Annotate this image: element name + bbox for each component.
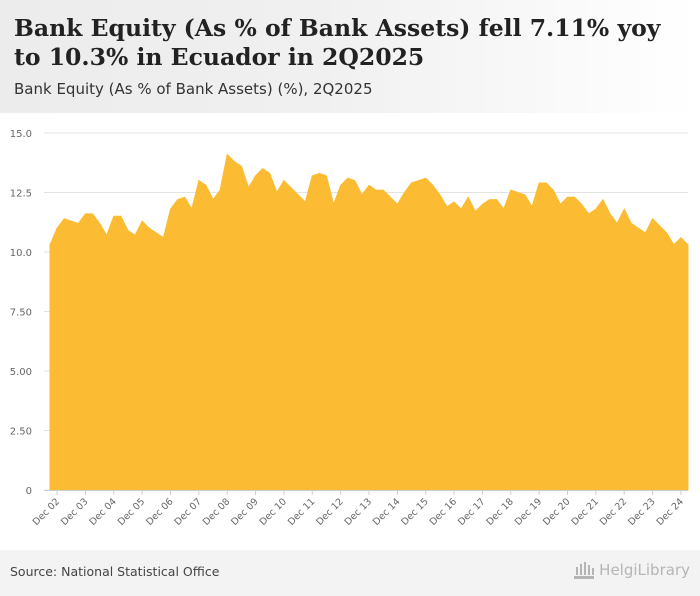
y-tick-label: 2.50 [10,427,32,438]
x-tick-label: Dec 22 [598,496,629,527]
logo-text: HelgiLibrary [599,561,690,579]
plot-area: 0 2.50 5.00 7.50 10.0 12.5 15.0 Dec 02 Dec 03 Dec… [0,113,700,550]
y-tick-label: 5.00 [10,367,32,378]
library-building-icon [574,562,595,579]
x-tick-label: Dec 24 [655,496,686,527]
x-tick-label: Dec 13 [343,496,374,527]
x-tick-label: Dec 15 [399,496,430,527]
x-tick-label: Dec 19 [513,496,544,527]
x-tick-label: Dec 10 [258,496,289,527]
y-tick-label: 10.0 [10,248,32,259]
x-tick-label: Dec 07 [173,496,204,527]
y-tick-label: 7.50 [10,308,32,319]
x-tick-label: Dec 20 [541,496,572,527]
x-tick-label: Dec 21 [569,496,600,527]
x-tick-label: Dec 05 [116,496,147,527]
x-tick-label: Dec 18 [484,496,515,527]
y-tick-label: 15.0 [10,129,32,140]
x-tick-label: Dec 16 [428,496,459,527]
x-tick-label: Dec 23 [626,496,657,527]
y-tick-label: 0 [26,486,32,497]
x-tick-label: Dec 03 [59,496,90,527]
x-tick-label: Dec 12 [314,496,345,527]
series-area [49,153,689,491]
chart-header: Bank Equity (As % of Bank Assets) fell 7… [0,0,700,113]
chart-footer: Source: National Statistical Office Helg… [0,550,700,596]
chart-title: Bank Equity (As % of Bank Assets) fell 7… [14,14,661,71]
x-tick-label: Dec 06 [144,496,175,527]
chart-subtitle: Bank Equity (As % of Bank Assets) (%), 2… [14,80,373,98]
x-tick-label: Dec 04 [87,496,118,527]
x-tick-label: Dec 09 [229,496,260,527]
x-tick-label: Dec 02 [31,496,62,527]
x-tick-label: Dec 14 [371,496,402,527]
x-tick-label: Dec 08 [201,496,232,527]
y-tick-label: 12.5 [10,189,32,200]
helgi-library-logo: HelgiLibrary [573,560,690,580]
source-note: Source: National Statistical Office [10,564,220,579]
x-tick-label: Dec 11 [286,496,317,527]
x-tick-label: Dec 17 [456,496,487,527]
